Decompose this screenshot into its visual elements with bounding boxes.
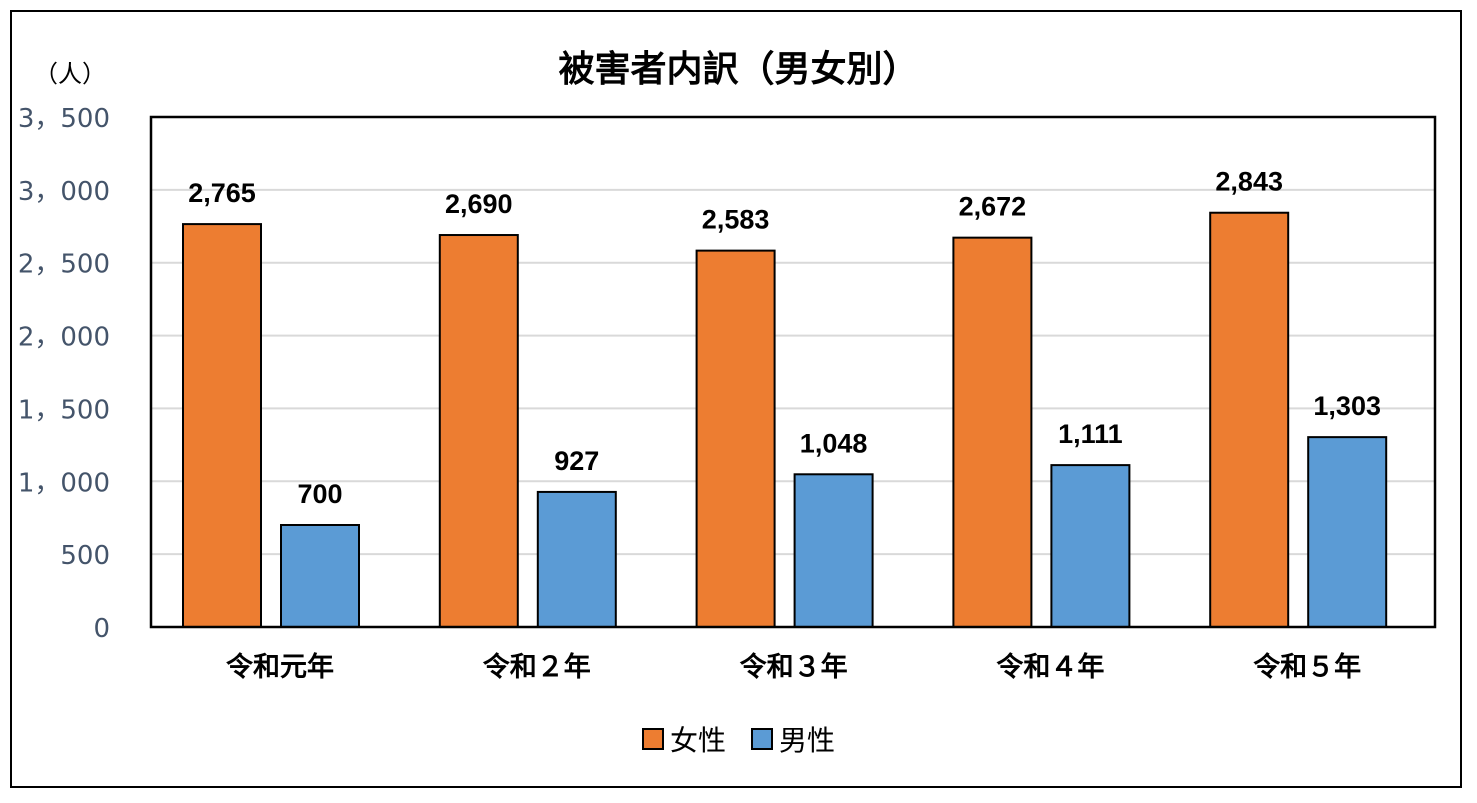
y-tick-label: 2，000 <box>18 323 110 353</box>
bar-female <box>438 234 519 628</box>
bar-male <box>1307 436 1388 628</box>
data-label: 2,583 <box>702 205 770 235</box>
data-label: 2,843 <box>1215 167 1283 197</box>
y-tick-label: 2，500 <box>18 250 110 280</box>
y-axis-unit-label: （人） <box>34 60 106 88</box>
data-label: 1,111 <box>1058 419 1123 449</box>
legend-swatch <box>642 728 664 750</box>
bar-female <box>695 249 776 628</box>
bar-male <box>280 524 360 628</box>
data-label: 700 <box>297 479 342 509</box>
legend-label: 女性 <box>670 724 726 757</box>
x-category-label: 令和４年 <box>996 651 1104 683</box>
y-tick-label: 3，500 <box>18 104 110 134</box>
bar-male <box>536 490 617 628</box>
chart-title: 被害者内訳（男女別） <box>558 49 919 90</box>
x-category-label: 令和元年 <box>226 651 334 683</box>
x-category-label: 令和５年 <box>1253 651 1361 683</box>
bar-female <box>952 236 1033 628</box>
bar-male <box>793 473 874 629</box>
y-tick-label: 500 <box>60 541 110 571</box>
data-label: 927 <box>554 446 599 476</box>
bar-male <box>1050 464 1131 628</box>
data-label: 2,690 <box>445 189 513 219</box>
data-label: 1,048 <box>800 428 868 458</box>
y-tick-label: 0 <box>93 614 110 644</box>
data-label: 1,303 <box>1313 391 1381 421</box>
plot-area-border <box>149 115 1437 629</box>
x-category-label: 令和３年 <box>740 651 848 683</box>
legend-swatch <box>751 728 773 750</box>
x-category-label: 令和２年 <box>483 651 591 683</box>
data-label: 2,672 <box>959 192 1027 222</box>
bar-female <box>1209 211 1290 628</box>
bar-female <box>182 223 262 628</box>
y-tick-label: 1，500 <box>18 395 110 425</box>
y-tick-label: 1，000 <box>18 468 110 498</box>
y-tick-label: 3，000 <box>18 177 110 207</box>
legend-label: 男性 <box>779 724 835 757</box>
data-label: 2,765 <box>188 178 256 208</box>
